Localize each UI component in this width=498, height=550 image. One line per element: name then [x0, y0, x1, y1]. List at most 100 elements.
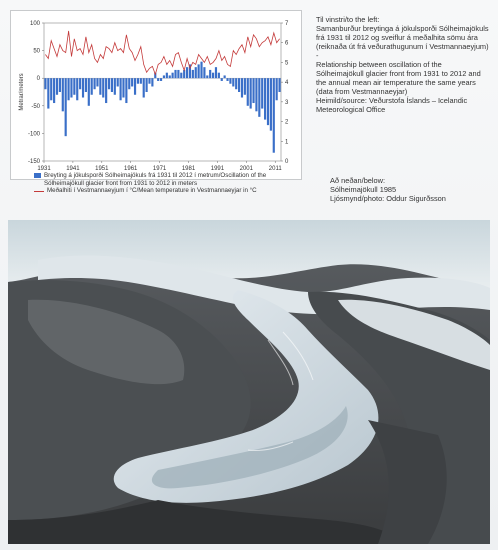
description-source: Heimild/source: Veðurstofa Íslands – Ice… [316, 96, 468, 114]
glacier-bar [142, 78, 145, 98]
glacier-bar [191, 69, 194, 79]
glacier-bar [209, 69, 212, 79]
y2-tick-label: 5 [285, 60, 289, 66]
x-tick-label: 1981 [182, 166, 196, 172]
glacier-bar [266, 78, 270, 126]
glacier-bar [107, 78, 111, 90]
glacier-bar [157, 78, 160, 81]
glacier-bar [136, 78, 140, 84]
glacier-bar [194, 67, 197, 79]
glacier-bar [183, 69, 186, 79]
glacier-bar [232, 78, 235, 87]
glacier-bar [200, 61, 203, 79]
glacier-bar [96, 78, 99, 87]
glacier-bar [53, 78, 56, 104]
y2-tick-label: 3 [285, 100, 289, 106]
x-tick-label: 2011 [269, 166, 283, 172]
glacier-bar [93, 78, 96, 90]
glacier-bar [278, 78, 281, 92]
glacier-bar [162, 75, 166, 79]
glacier-bar [79, 78, 82, 90]
glacier-bar [87, 78, 90, 106]
y-tick-label: -150 [28, 159, 41, 165]
glacier-bar [159, 78, 163, 81]
glacier-bar [90, 78, 93, 95]
y-tick-label: 50 [33, 49, 40, 55]
glacier-bar [174, 69, 177, 79]
photo-caption-title: Sólheimajökull 1985 [330, 185, 397, 194]
glacier-bar [73, 78, 76, 95]
glacier-bar [110, 78, 114, 92]
glacier-bar [261, 78, 264, 109]
glacier-bar [269, 78, 272, 131]
glacier-bar [240, 78, 244, 98]
legend-line-entry: Meðalhiti í Vestmannaeyjum í °C/Mean tem… [34, 187, 296, 195]
glacier-bar [151, 78, 154, 87]
x-tick-label: 1991 [211, 166, 225, 172]
glacier-bar [122, 78, 125, 98]
glacier-bar [58, 78, 61, 92]
glacier-bar [235, 78, 238, 90]
glacier-bar [76, 78, 79, 101]
glacier-bar [113, 78, 116, 95]
glacier-bar [119, 78, 122, 101]
y-axis-title: Metrar/meters [19, 73, 25, 110]
chart-legend: Breyting á jökulsporði Sólheimajökuls fr… [34, 172, 296, 195]
glacier-bar [84, 78, 87, 92]
glacier-bar [197, 64, 200, 79]
glacier-bar [105, 78, 108, 104]
y2-tick-label: 0 [285, 159, 289, 165]
y-tick-label: 100 [30, 21, 41, 27]
glacier-bar [50, 78, 53, 101]
glacier-bar [223, 75, 226, 79]
bar-swatch [34, 173, 41, 178]
glacier-bar [116, 78, 119, 87]
glacier-bar [148, 78, 151, 84]
glacier-bar [255, 78, 258, 112]
y2-tick-label: 4 [285, 80, 289, 86]
glacier-bar [229, 78, 232, 84]
y-tick-label: -100 [28, 131, 41, 137]
legend-bar-label: Breyting á jökulsporði Sólheimajökuls fr… [44, 172, 267, 187]
photo-caption: Að neðan/below: Sólheimajökull 1985 Ljós… [330, 176, 490, 203]
glacier-bar [272, 78, 275, 153]
glacier-bar [246, 78, 249, 106]
x-tick-label: 1931 [37, 166, 51, 172]
description-icelandic: Samanburður breytinga á jökulsporði Sólh… [316, 24, 489, 60]
glacier-bar [154, 72, 157, 79]
glacier-bar [214, 67, 218, 79]
glacier-bar [102, 78, 105, 98]
chart-description: Til vinstri/to the left: Samanburður bre… [316, 15, 491, 114]
glacier-bar [188, 64, 192, 79]
glacier-bar [171, 72, 174, 79]
plot-frame [43, 22, 282, 162]
x-tick-label: 1961 [124, 166, 138, 172]
glacier-bar [185, 67, 189, 79]
chart-panel: 100 50 0 -50 -100 -150 7 6 5 4 3 2 1 0 1931 1941 1951 196… [10, 10, 302, 180]
glacier-bar [64, 78, 67, 137]
glacier-bar [165, 72, 168, 79]
glacier-bar [249, 78, 252, 109]
glacier-bar [47, 78, 50, 109]
glacier-bar [99, 78, 102, 95]
glacier-bar [217, 72, 220, 79]
glacier-bar [238, 78, 241, 92]
glacier-bar [168, 75, 171, 79]
glacier-bar [180, 72, 183, 79]
legend-bar-entry: Breyting á jökulsporði Sólheimajökuls fr… [34, 172, 296, 187]
y2-tick-label: 1 [285, 139, 289, 145]
glacier-bar [252, 78, 255, 104]
glacier-bar [220, 78, 223, 81]
description-english: Relationship between oscillation of the … [316, 60, 481, 96]
glacier-bar [203, 67, 206, 79]
glacier-bar [55, 78, 59, 95]
y2-tick-label: 2 [285, 120, 289, 126]
glacier-bar [131, 78, 134, 87]
y-tick-label: -50 [31, 104, 40, 110]
temperature-line [45, 30, 280, 76]
glacier-bar [177, 69, 180, 79]
glacier-bar [145, 78, 148, 92]
glacier-bar [206, 75, 209, 79]
x-tick-label: 1951 [95, 166, 109, 172]
